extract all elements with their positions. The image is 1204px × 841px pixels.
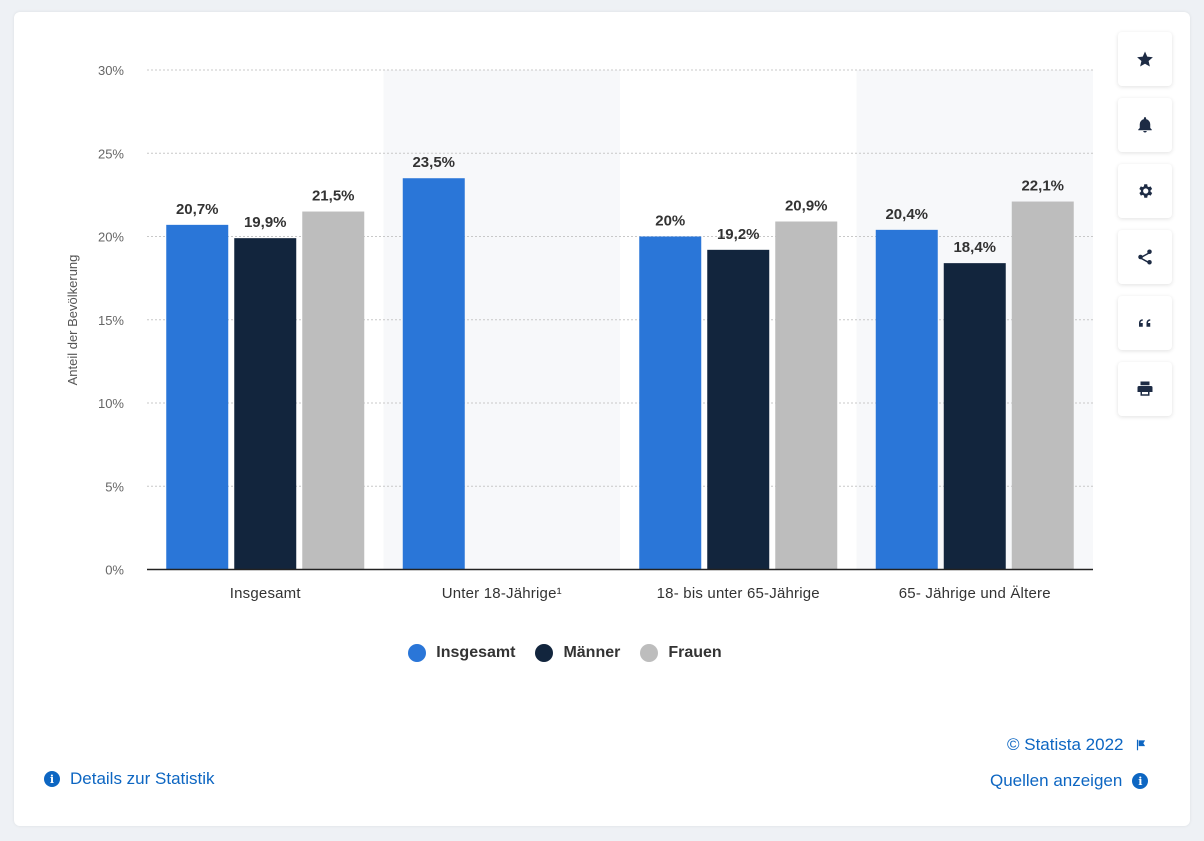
- data-labels: 20,7% 19,9% 21,5% 23,5% 20% 19,2% 20,9% 20,4% 18…: [176, 154, 1064, 256]
- y-tick-label: 10%: [98, 396, 124, 411]
- flag-icon: [1136, 739, 1145, 751]
- details-text: Details zur Statistik: [70, 769, 215, 788]
- y-axis-title: Anteil der Bevölkerung: [65, 255, 80, 386]
- data-label: 23,5%: [412, 154, 455, 171]
- y-tick-label: 5%: [105, 479, 124, 494]
- print-button[interactable]: [1118, 362, 1172, 416]
- favorite-button[interactable]: [1118, 32, 1172, 86]
- copyright-link[interactable]: © Statista 2022: [1007, 735, 1148, 755]
- legend: Insgesamt Männer Frauen: [0, 644, 1130, 662]
- x-tick-label: Insgesamt: [230, 585, 302, 602]
- data-label: 20,4%: [885, 206, 928, 223]
- sources-link[interactable]: Quellen anzeigen i: [990, 771, 1149, 791]
- quote-icon: [1139, 319, 1151, 327]
- legend-label: Insgesamt: [436, 644, 516, 661]
- x-tick-label: Unter 18-Jährige¹: [442, 585, 562, 602]
- data-label: 21,5%: [312, 188, 355, 205]
- copyright-text: © Statista 2022: [1007, 735, 1124, 754]
- data-label: 22,1%: [1021, 178, 1064, 195]
- bar[interactable]: [639, 236, 702, 570]
- legend-label: Frauen: [668, 644, 722, 661]
- bar[interactable]: [707, 249, 770, 570]
- data-label: 20%: [655, 213, 685, 230]
- bar[interactable]: [1011, 201, 1074, 570]
- bar[interactable]: [402, 178, 465, 570]
- y-axis-ticks: 0% 5% 10% 15% 20% 25% 30%: [98, 63, 124, 578]
- data-label: 19,9%: [244, 214, 287, 231]
- bell-icon: [1138, 117, 1152, 133]
- legend-item-maenner[interactable]: Männer: [535, 644, 620, 662]
- share-button[interactable]: [1118, 230, 1172, 284]
- legend-item-insgesamt[interactable]: Insgesamt: [408, 644, 515, 662]
- y-tick-label: 15%: [98, 313, 124, 328]
- legend-label: Männer: [563, 644, 621, 661]
- share-icon: [1138, 249, 1152, 265]
- details-link[interactable]: i Details zur Statistik: [44, 769, 215, 789]
- x-tick-label: 65- Jährige und Ältere: [899, 585, 1051, 602]
- y-tick-label: 0%: [105, 563, 124, 578]
- bar[interactable]: [234, 238, 297, 570]
- data-label: 19,2%: [717, 226, 760, 243]
- data-label: 20,9%: [785, 198, 828, 215]
- legend-item-frauen[interactable]: Frauen: [640, 644, 722, 662]
- bar[interactable]: [943, 263, 1006, 570]
- bars: [166, 178, 1074, 570]
- y-tick-label: 25%: [98, 146, 124, 161]
- data-label: 18,4%: [953, 239, 996, 256]
- cite-button[interactable]: [1118, 296, 1172, 350]
- print-icon: [1137, 381, 1153, 396]
- bar[interactable]: [775, 221, 838, 570]
- y-tick-label: 20%: [98, 230, 124, 245]
- notification-button[interactable]: [1118, 98, 1172, 152]
- legend-swatch: [408, 644, 427, 662]
- y-tick-label: 30%: [98, 63, 124, 78]
- info-icon: i: [1132, 773, 1149, 789]
- legend-swatch: [640, 644, 659, 662]
- gear-icon: [1139, 184, 1153, 198]
- chart-toolbar: [1118, 32, 1172, 428]
- x-axis-labels: Insgesamt Unter 18-Jährige¹ 18- bis unter …: [230, 585, 1051, 602]
- settings-button[interactable]: [1118, 164, 1172, 218]
- bar[interactable]: [875, 229, 938, 570]
- legend-swatch: [535, 644, 554, 662]
- bar[interactable]: [166, 224, 229, 570]
- data-label: 20,7%: [176, 201, 219, 218]
- bar[interactable]: [302, 211, 365, 570]
- sources-text: Quellen anzeigen: [990, 771, 1123, 790]
- x-tick-label: 18- bis unter 65-Jährige: [657, 585, 820, 602]
- info-icon: i: [44, 771, 60, 787]
- star-icon: [1137, 51, 1153, 67]
